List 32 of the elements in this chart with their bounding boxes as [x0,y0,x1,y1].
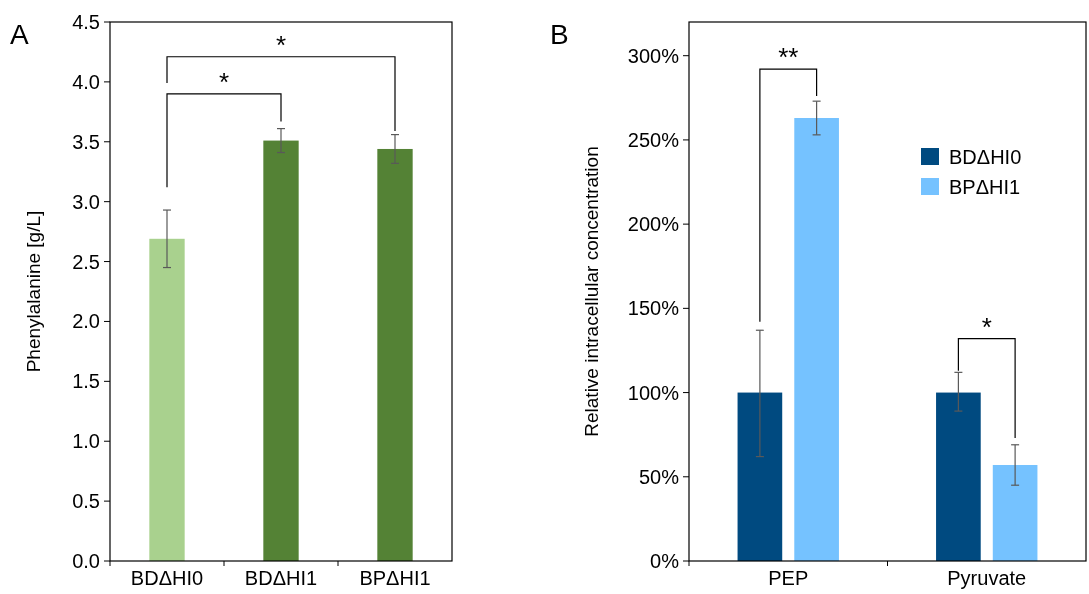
y-axis-title: Relative intracellular concentration [581,146,602,437]
x-tick-label: Pyruvate [947,567,1027,589]
y-tick-label: 2.5 [72,250,100,273]
x-tick-label: PEP [768,567,809,589]
y-tick-label: 250% [627,128,680,151]
y-tick-label: 3.0 [72,190,100,213]
y-tick-label: 0.5 [72,490,100,513]
legend-label: BDΔHI0 [949,146,1022,168]
y-tick-label: 4.5 [72,11,100,33]
y-tick-label: 3.5 [72,130,100,153]
y-tick-label: 1.5 [72,370,100,393]
x-tick-label: BPΔHI1 [359,567,431,589]
y-tick-label: 50% [638,465,680,488]
x-tick-label: BDΔHI1 [244,567,318,589]
y-tick-label: 2.0 [72,310,100,333]
y-tick-label: 200% [627,213,680,236]
y-tick-label: 0.0 [72,550,100,572]
legend-label: BPΔHI1 [949,176,1021,198]
chart-title: B [550,19,569,50]
x-tick-label: BDΔHI0 [130,567,204,589]
y-tick-label: 300% [627,44,680,67]
chart-title: A [10,19,29,50]
y-tick-label: 150% [627,297,680,320]
annotation: * [218,66,230,97]
y-tick-label: 4.0 [72,70,100,93]
y-tick-label: 100% [627,381,680,404]
y-axis-title: Phenylalanine [g/L] [23,210,44,373]
y-tick-label: 1.0 [72,430,100,453]
y-tick-label: 0% [650,550,680,572]
annotation: ** [778,42,799,73]
annotation: * [275,29,287,60]
annotation: * [981,311,992,342]
